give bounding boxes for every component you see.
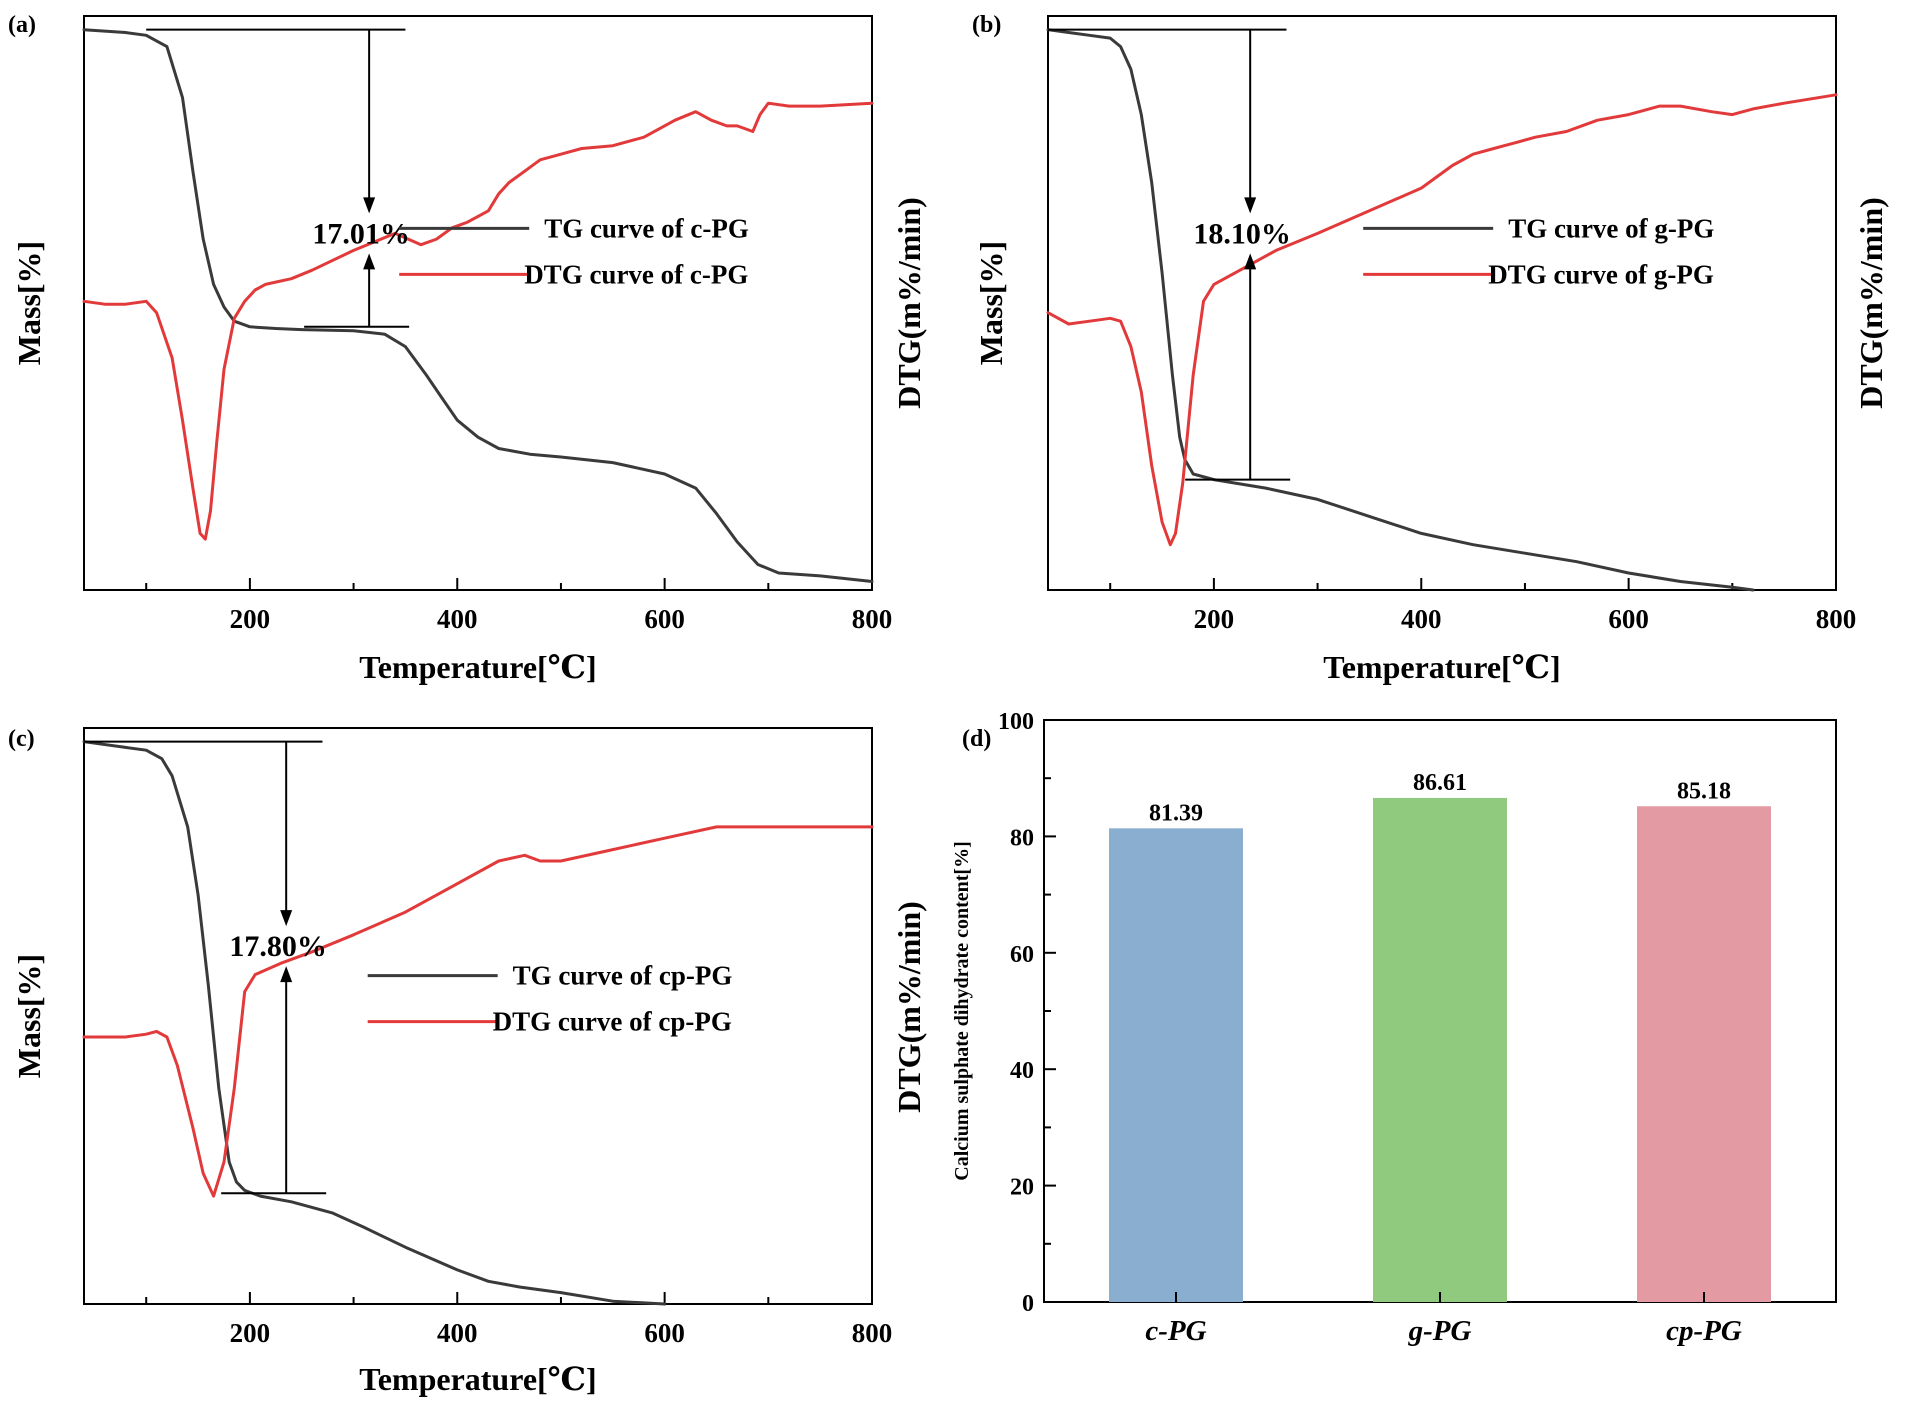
x-tick-label: 800 <box>852 604 893 634</box>
plot-frame <box>1047 15 1837 591</box>
arrow-down-head <box>280 910 293 927</box>
plot-frame <box>83 727 873 1305</box>
bar-g-PG <box>1373 797 1507 1302</box>
arrow-up-head <box>1244 253 1257 270</box>
plot-frame <box>83 15 873 591</box>
y-tick-label: 0 <box>1022 1291 1034 1317</box>
y-tick-label: 100 <box>998 709 1034 735</box>
mass-loss-annotation: 17.80% <box>229 930 327 963</box>
y-axis-title-right: DTG(m%/min) <box>891 197 927 409</box>
panel-d: 0 20 40 60 80 100 81.39 c-PG 86.61 g-PG 85.18 cp-PG… <box>891 709 1837 1347</box>
y-tick-label: 40 <box>1010 1058 1034 1084</box>
x-tick-label: 400 <box>437 1318 478 1348</box>
bar-value-label: 85.18 <box>1677 778 1731 804</box>
bar-c-PG <box>1109 828 1243 1302</box>
y-axis-title-outer: DTG(m%/min) <box>891 901 927 1113</box>
x-tick-label: 600 <box>1608 604 1649 634</box>
mass-loss-annotation: 17.01% <box>312 217 410 250</box>
category-label: cp-PG <box>1666 1315 1742 1347</box>
x-tick-label: 200 <box>230 604 271 634</box>
mass-loss-annotation: 18.10% <box>1193 217 1291 250</box>
x-axis-title: Temperature[℃] <box>359 1361 596 1397</box>
panel-label: (a) <box>8 12 36 38</box>
y-axis-title-left: Mass[%] <box>11 241 47 365</box>
x-tick-label: 200 <box>1194 604 1235 634</box>
legend-label: DTG curve of c-PG <box>524 259 748 289</box>
x-tick-label: 800 <box>852 1318 893 1348</box>
x-axis-title: Temperature[℃] <box>359 649 596 685</box>
y-tick-label: 60 <box>1010 942 1034 968</box>
legend-label: TG curve of g-PG <box>1508 213 1714 243</box>
panel-label: (c) <box>8 726 35 752</box>
y-tick-label: 20 <box>1010 1175 1034 1201</box>
legend-label: TG curve of c-PG <box>544 213 749 243</box>
y-axis-title: Calcium sulphate dihydrate content[%] <box>951 841 973 1180</box>
bar-value-label: 81.39 <box>1149 800 1203 826</box>
x-tick-label: 200 <box>230 1318 271 1348</box>
arrow-down-head <box>363 197 376 214</box>
tg-curve <box>82 740 667 1306</box>
y-tick-label: 80 <box>1010 825 1034 851</box>
category-label: c-PG <box>1145 1315 1206 1347</box>
dtg-curve <box>82 101 874 541</box>
dtg-curve <box>82 825 874 1198</box>
x-tick-label: 800 <box>1816 604 1857 634</box>
x-tick-label: 400 <box>1401 604 1442 634</box>
y-axis-title-left: Mass[%] <box>11 954 47 1078</box>
panel-c: 200 400 600 800 Temperature[℃] Mass[%] (c) 17.8… <box>8 726 892 1397</box>
bar-value-label: 86.61 <box>1413 770 1467 796</box>
arrow-up-head <box>363 253 376 270</box>
dtg-curve <box>1046 93 1838 547</box>
panel-b: 200 400 600 800 Temperature[℃] Mass[%] DTG(m%/… <box>972 12 1889 685</box>
legend-label: DTG curve of cp-PG <box>493 1007 732 1037</box>
x-tick-label: 600 <box>644 1318 685 1348</box>
arrow-down-head <box>1244 197 1257 214</box>
arrow-up-head <box>280 966 293 983</box>
tg-curve <box>1046 28 1755 592</box>
legend-label: DTG curve of g-PG <box>1488 259 1714 289</box>
panel-a: 200 400 600 800 Temperature[℃] Mass[%] DTG(m%/… <box>8 12 927 685</box>
legend-label: TG curve of cp-PG <box>513 961 733 991</box>
bar-cp-PG <box>1637 806 1771 1302</box>
x-axis-title: Temperature[℃] <box>1323 649 1560 685</box>
panel-label: (d) <box>962 726 991 752</box>
y-axis-title-right: DTG(m%/min) <box>1853 197 1889 409</box>
x-tick-label: 600 <box>644 604 685 634</box>
panel-label: (b) <box>972 12 1001 38</box>
y-axis-title-left: Mass[%] <box>973 241 1009 365</box>
category-label: g-PG <box>1408 1315 1472 1347</box>
tg-curve <box>82 28 874 583</box>
x-tick-label: 400 <box>437 604 478 634</box>
